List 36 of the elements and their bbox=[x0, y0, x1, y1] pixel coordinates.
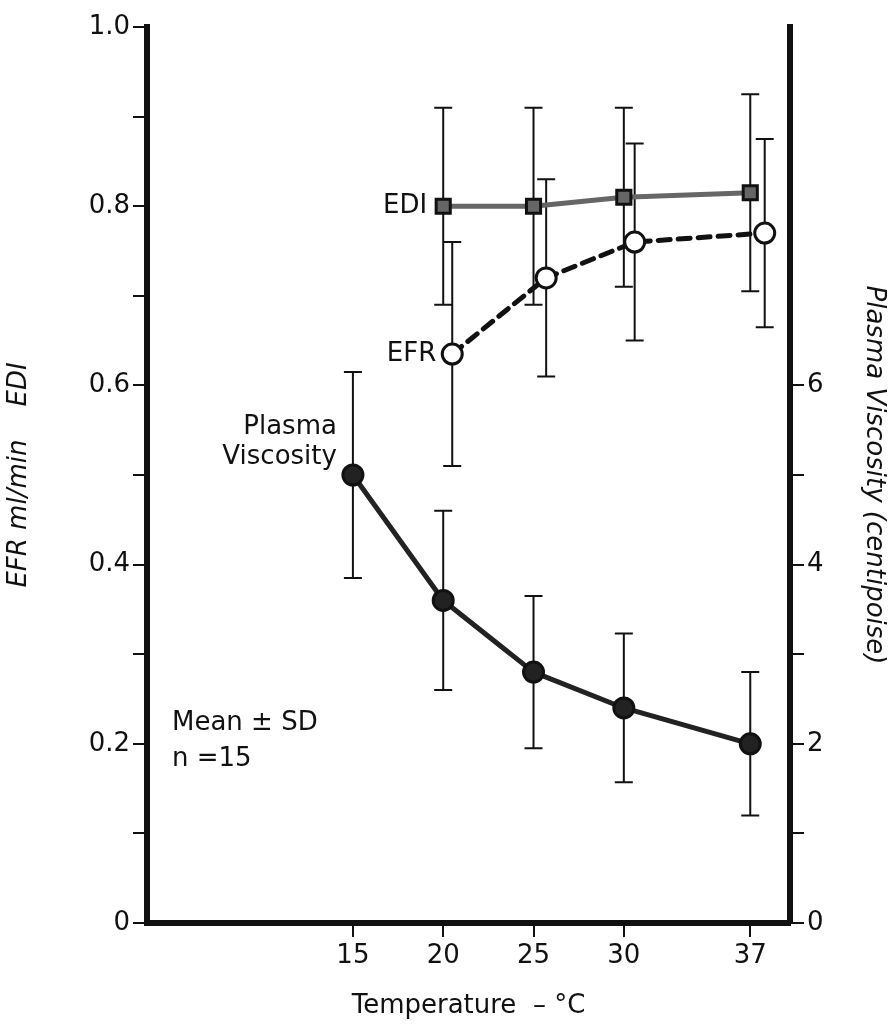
annotation: Mean ± SD bbox=[172, 705, 318, 736]
point bbox=[522, 660, 546, 684]
annotation: n =15 bbox=[172, 741, 252, 772]
y-tick-label: 0.4 bbox=[88, 547, 130, 578]
point bbox=[341, 463, 365, 487]
point bbox=[434, 197, 452, 215]
point bbox=[612, 696, 636, 720]
series-label: EFR bbox=[386, 336, 437, 367]
point bbox=[738, 732, 762, 756]
y-tick-label: 0.8 bbox=[88, 188, 130, 219]
x-tick-label: 15 bbox=[336, 939, 370, 970]
series-label: Plasma Viscosity bbox=[222, 409, 337, 470]
x-tick-label: 20 bbox=[426, 939, 460, 970]
y2-axis-title: Plasma Viscosity (centipoise) bbox=[860, 285, 891, 665]
x-axis-title: Temperature – °C bbox=[350, 989, 586, 1020]
point bbox=[524, 197, 543, 215]
point bbox=[741, 184, 759, 202]
y2-tick-label: 6 bbox=[807, 368, 824, 399]
y2-tick-label: 4 bbox=[807, 547, 824, 578]
x-tick-label: 30 bbox=[607, 939, 641, 970]
point bbox=[440, 342, 464, 366]
point bbox=[753, 221, 777, 245]
y-tick-label: 0 bbox=[113, 905, 130, 936]
x-tick-label: 37 bbox=[733, 939, 767, 970]
point bbox=[431, 588, 455, 612]
point bbox=[534, 266, 558, 290]
y-tick-label: 0.2 bbox=[88, 726, 130, 757]
point bbox=[615, 188, 633, 206]
series-label: EDI bbox=[383, 188, 428, 219]
y2-tick-label: 2 bbox=[807, 726, 824, 757]
y-axis-title: EFR ml/min EDI bbox=[2, 362, 33, 588]
y-tick-label: 1.0 bbox=[88, 9, 130, 40]
y2-tick-label: 0 bbox=[807, 905, 824, 936]
y-tick-label: 0.6 bbox=[88, 368, 130, 399]
point bbox=[623, 230, 647, 254]
x-tick-label: 25 bbox=[516, 939, 551, 970]
